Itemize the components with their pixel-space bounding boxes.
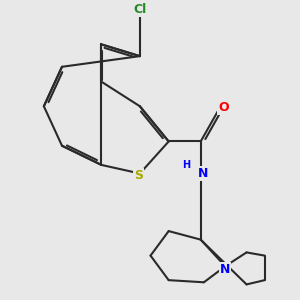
Text: Cl: Cl xyxy=(133,3,146,16)
Text: O: O xyxy=(218,101,229,114)
Text: N: N xyxy=(198,167,208,180)
Text: H: H xyxy=(182,160,190,170)
Text: S: S xyxy=(134,169,143,182)
Text: N: N xyxy=(220,263,230,276)
